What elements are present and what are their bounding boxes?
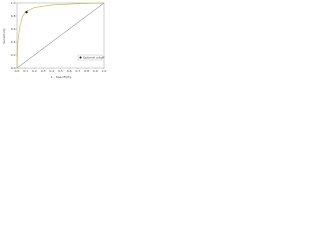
x-tick-label: 0.1: [23, 69, 28, 73]
x-tick-label: 0.2: [32, 69, 37, 73]
y-tick-label: 0.2: [11, 53, 16, 57]
legend-marker: [79, 56, 82, 59]
x-tick-label: 0.8: [84, 69, 89, 73]
y-tick-label: 0.6: [11, 27, 16, 31]
x-tick-label: 0.0: [15, 69, 20, 73]
x-tick-label: 0.4: [49, 69, 54, 73]
point-marker: [25, 11, 28, 14]
x-tick-label: 0.7: [76, 69, 81, 73]
x-tick-label: 1.0: [102, 69, 107, 73]
y-axis-label: Sensitivity: [2, 28, 6, 44]
x-tick-label: 0.5: [58, 69, 63, 73]
legend-label: Optimal cutoff: [83, 56, 105, 60]
y-tick-label: 0.4: [11, 40, 16, 44]
x-axis-label: 1 - Specificity: [51, 75, 72, 79]
legend-box: [77, 54, 103, 61]
line: [16, 2, 105, 69]
x-tick-label: 0.6: [67, 69, 72, 73]
y-tick-label: 0.8: [11, 14, 16, 18]
page: {"chart_data": {"type": "line", "x_label…: [0, 0, 320, 80]
y-tick-label: 1.0: [11, 1, 16, 5]
x-tick-label: 0.9: [93, 69, 98, 73]
y-tick-label: 0.0: [11, 66, 16, 70]
chart: 1 - Specificity Sensitivity 0.0 0.1 0.2 0.3…: [2, 1, 107, 79]
x-tick-label: 0.3: [41, 69, 46, 73]
